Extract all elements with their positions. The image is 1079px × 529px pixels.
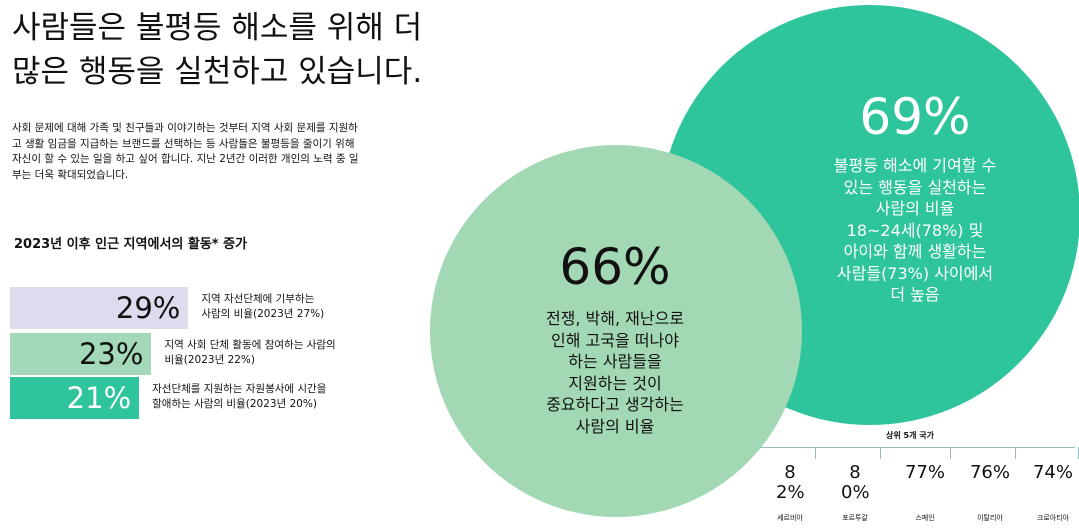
intro: 사회 문제에 대해 가족 및 친구들과 이야기하는 것부터 지역 사회 문제를 … [12, 122, 359, 181]
country-value: 76% [969, 462, 1010, 483]
country-name: 세르비아 [777, 514, 803, 522]
bar [10, 377, 140, 419]
stat-line: 전쟁, 박해, 재난으로 [545, 309, 685, 328]
title-line: 많은 행동을 실천하고 있습니다. [12, 54, 423, 90]
country-value: 82% [776, 462, 805, 503]
stat-line: 지원하는 것이 [568, 373, 662, 393]
description-line: 할애하는 사람의 비율(2023년 20%) [152, 398, 318, 410]
stat-line: 있는 행동을 실천하는 [843, 177, 987, 197]
description-line: 자선단체를 지원하는 자원봉사에 시간을 [152, 383, 327, 395]
country-name: 이탈리아 [977, 514, 1003, 522]
stat-line: 중요하다고 생각하는 [546, 395, 684, 414]
tick [880, 447, 881, 459]
stat-value: 69% [859, 88, 971, 146]
country-name: 크로아티아 [1036, 514, 1070, 522]
description-line: 지역 자선단체에 기부하는 [201, 293, 315, 305]
stat-line: 하는 사람들을 [568, 352, 662, 371]
bar-value-label: 29% [115, 291, 181, 325]
stat-line: 불평등 해소에 기여할 수 [833, 156, 997, 175]
country-value: 77% [904, 462, 945, 483]
country-name: 스페인 [915, 514, 935, 522]
country-value: 80% [841, 462, 870, 503]
description-line: 지역 사회 단체 활동에 참여하는 사람의 [164, 339, 336, 351]
stat-line: 인해 고국을 떠나야 [551, 330, 679, 350]
bar-value-label: 21% [66, 381, 132, 415]
description-line: 비율(2023년 22%) [164, 354, 256, 366]
stat-line: 아이와 함께 생활하는 [843, 242, 987, 261]
bar [10, 287, 189, 329]
bar [10, 333, 152, 375]
tick [1015, 447, 1016, 459]
countries-title: 상위 5개 국가 [886, 431, 934, 440]
line [760, 447, 1075, 448]
tick [815, 447, 816, 459]
stat-line: 더 높음 [890, 285, 940, 304]
circle [430, 145, 802, 517]
stat-line: 사람의 비율 [875, 199, 955, 218]
bar-value-label: 23% [78, 337, 144, 371]
title-line: 사람들은 불평등 해소를 위해 더 [12, 10, 423, 46]
tick [950, 447, 951, 459]
chart-title: 2023년 이후 인근 지역에서의 활동* 증가 [14, 237, 248, 252]
description-line: 사람의 비율(2023년 27%) [201, 308, 325, 320]
country-value: 74% [1032, 462, 1073, 483]
stat-line: 18~24세(78%) 및 [846, 220, 984, 240]
country-name: 포르투갈 [842, 514, 868, 522]
stat-line: 사람의 비율 [575, 416, 655, 436]
stat-line: 사람들(73%) 사이에서 [836, 263, 994, 283]
stat-value: 66% [559, 238, 671, 296]
